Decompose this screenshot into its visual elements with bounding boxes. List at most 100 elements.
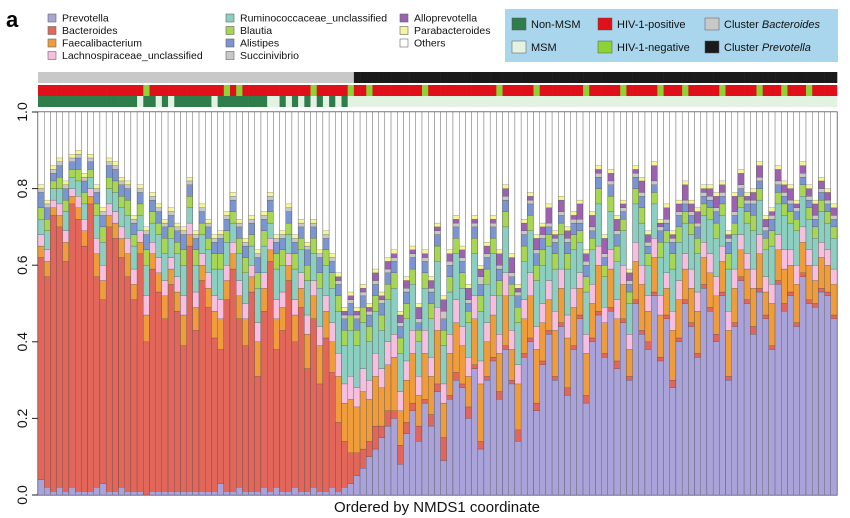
bar-segment-faecalibacterium bbox=[576, 288, 584, 316]
bar-segment-blautia bbox=[310, 238, 317, 254]
hiv-track-cell bbox=[254, 85, 262, 96]
bar-segment-blautia bbox=[638, 207, 646, 224]
bar-segment-alistipes bbox=[161, 226, 169, 239]
bar-segment-succinivibrio bbox=[50, 169, 57, 174]
bar-segment-ruminococcaceae_unclassified bbox=[607, 211, 615, 251]
msm-track-cell bbox=[267, 96, 274, 107]
bar-segment-bacteroides bbox=[601, 353, 608, 358]
bar-segment-alloprevotella bbox=[632, 169, 639, 174]
bar-segment-parabacteroides bbox=[657, 219, 664, 224]
bar-segment-blautia bbox=[644, 253, 652, 266]
bar-segment-faecalibacterium bbox=[155, 272, 163, 293]
bar-segment-parabacteroides bbox=[112, 161, 119, 166]
annotation-legend-swatch bbox=[704, 17, 720, 31]
bar-segment-alistipes bbox=[310, 226, 317, 239]
bar-segment-alistipes bbox=[44, 207, 51, 220]
legend-label: Lachnospiraceae_unclassified bbox=[62, 50, 203, 62]
bar-segment-alistipes bbox=[186, 184, 193, 197]
bar-segment-prevotella bbox=[545, 334, 553, 496]
bar-segment-lachnospiraceae_unclassified bbox=[378, 368, 385, 388]
bar-segment-succinivibrio bbox=[106, 161, 113, 166]
cluster-track-cell bbox=[775, 72, 782, 83]
bar-segment-lachnospiraceae_unclassified bbox=[291, 299, 299, 316]
bar-segment-parabacteroides bbox=[136, 184, 144, 189]
bar-segment-succinivibrio bbox=[818, 188, 825, 193]
bar-segment-bacteroides bbox=[37, 257, 45, 480]
bar-segment-faecalibacterium bbox=[310, 295, 317, 319]
bar-segment-prevotella bbox=[626, 379, 633, 496]
bar-segment-blautia bbox=[657, 242, 664, 258]
bar-segment-alloprevotella bbox=[750, 192, 757, 201]
bar-segment-lachnospiraceae_unclassified bbox=[366, 379, 373, 400]
bar-segment-succinivibrio bbox=[459, 257, 466, 262]
bar-segment-ruminococcaceae_unclassified bbox=[725, 268, 732, 312]
bar-segment-faecalibacterium bbox=[620, 284, 627, 319]
bar-segment-lachnospiraceae_unclassified bbox=[743, 253, 751, 270]
bar-segment-alistipes bbox=[793, 211, 800, 220]
bar-segment-parabacteroides bbox=[366, 303, 373, 308]
bar-segment-bacteroides bbox=[496, 391, 503, 400]
bar-segment-bacteroides bbox=[750, 326, 757, 335]
hiv-track-cell bbox=[595, 85, 602, 96]
bar-segment-ruminococcaceae_unclassified bbox=[434, 261, 441, 308]
bar-segment-faecalibacterium bbox=[124, 253, 132, 277]
msm-track-cell bbox=[124, 96, 132, 107]
bar-segment-ruminococcaceae_unclassified bbox=[737, 207, 745, 235]
hiv-track-cell bbox=[756, 85, 763, 96]
bar-segment-alistipes bbox=[366, 314, 373, 327]
bar-segment-alistipes bbox=[359, 295, 367, 308]
hiv-track-cell bbox=[775, 85, 782, 96]
bar-segment-bacteroides bbox=[570, 345, 577, 350]
bar-segment-blautia bbox=[830, 226, 838, 239]
annotation-legend-label: Cluster Prevotella bbox=[724, 42, 811, 54]
bar-segment-succinivibrio bbox=[719, 192, 726, 197]
bar-segment-parabacteroides bbox=[37, 184, 45, 189]
bar-segment-succinivibrio bbox=[700, 192, 708, 197]
bar-segment-succinivibrio bbox=[675, 211, 683, 216]
hiv-track-cell bbox=[657, 85, 664, 96]
bar-segment-lachnospiraceae_unclassified bbox=[768, 284, 776, 304]
bar-segment-bacteroides bbox=[415, 425, 423, 442]
msm-track-cell bbox=[366, 96, 373, 107]
bar-segment-succinivibrio bbox=[743, 199, 751, 205]
bar-segment-bacteroides bbox=[737, 276, 745, 281]
bar-segment-alloprevotella bbox=[731, 196, 739, 212]
bar-segment-alistipes bbox=[390, 261, 398, 273]
bar-segment-alloprevotella bbox=[539, 226, 547, 235]
bar-segment-parabacteroides bbox=[229, 192, 237, 197]
bar-segment-prevotella bbox=[459, 387, 466, 496]
bar-segment-alloprevotella bbox=[712, 196, 720, 208]
bar-segment-faecalibacterium bbox=[514, 383, 522, 431]
bar-segment-parabacteroides bbox=[508, 253, 516, 258]
y-tick-label: 0.0 bbox=[14, 485, 30, 505]
bar-segment-prevotella bbox=[353, 475, 361, 496]
cluster-track-cell bbox=[143, 72, 150, 83]
bar-segment-lachnospiraceae_unclassified bbox=[750, 268, 757, 289]
bar-segment-lachnospiraceae_unclassified bbox=[390, 334, 398, 358]
bar-segment-alloprevotella bbox=[428, 280, 435, 289]
legend-swatch-others bbox=[399, 38, 409, 48]
msm-track-cell bbox=[403, 96, 410, 107]
hiv-track-cell bbox=[682, 85, 689, 96]
bar-segment-ruminococcaceae_unclassified bbox=[75, 180, 82, 197]
msm-track-cell bbox=[56, 96, 64, 107]
bar-segment-prevotella bbox=[372, 448, 379, 496]
bar-segment-prevotella bbox=[756, 291, 763, 496]
bar-segment-bacteroides bbox=[236, 318, 243, 488]
bar-segment-blautia bbox=[328, 272, 336, 289]
bar-segment-prevotella bbox=[582, 402, 590, 496]
bar-segment-succinivibrio bbox=[434, 230, 441, 235]
bar-segment-ruminococcaceae_unclassified bbox=[805, 219, 813, 251]
bar-segment-succinivibrio bbox=[787, 199, 794, 205]
bar-segment-ruminococcaceae_unclassified bbox=[781, 215, 788, 251]
bar-segment-succinivibrio bbox=[93, 188, 101, 193]
bar-segment-blautia bbox=[688, 222, 695, 235]
bar-segment-faecalibacterium bbox=[644, 311, 652, 342]
bar-segment-alistipes bbox=[626, 284, 633, 293]
bar-segment-faecalibacterium bbox=[582, 353, 590, 396]
bar-segment-faecalibacterium bbox=[106, 215, 113, 228]
hiv-track-cell bbox=[514, 85, 522, 96]
bar-segment-blautia bbox=[81, 192, 88, 205]
msm-track-cell bbox=[539, 96, 547, 107]
bar-segment-succinivibrio bbox=[812, 215, 819, 220]
